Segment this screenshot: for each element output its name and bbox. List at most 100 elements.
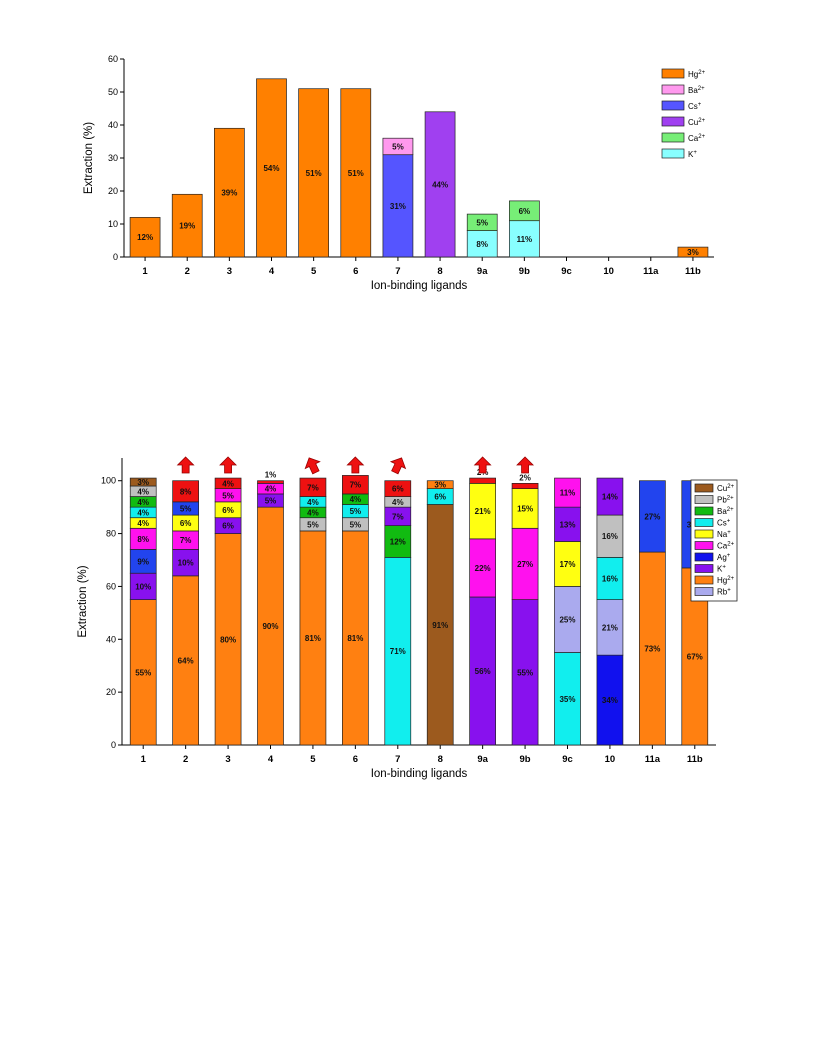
bar-segment: [509, 220, 540, 258]
data-label: 39%: [221, 189, 237, 198]
bar-segment: [639, 480, 666, 553]
y-tick-label: 80: [106, 529, 116, 539]
trend-arrow: [346, 456, 365, 474]
bar-segment: [677, 246, 709, 258]
bar-segment: [384, 525, 412, 558]
data-label: 4%: [265, 485, 277, 494]
bar-segment: [171, 193, 203, 258]
bar-segment: [554, 477, 581, 508]
y-axis-title: Extraction (%): [83, 122, 95, 194]
bar-segment: [596, 599, 624, 656]
bar-segment: [257, 506, 284, 746]
data-label: 1%: [265, 471, 277, 480]
bar-segment: [256, 78, 287, 258]
x-tick-label: 3: [225, 754, 230, 765]
x-tick-label: 11b: [685, 266, 701, 277]
data-label: 4%: [307, 508, 319, 517]
x-tick-label: 9b: [520, 754, 531, 765]
bar-segment: [511, 483, 539, 489]
bar-segment: [554, 586, 581, 653]
legend-swatch: [694, 506, 714, 516]
data-label: 6%: [222, 506, 234, 515]
x-tick-label: 1: [141, 754, 147, 765]
arrow-shape: [304, 457, 321, 475]
x-tick-label: 2: [185, 266, 190, 277]
bar-segment: [129, 599, 157, 746]
bar-segment: [129, 477, 157, 487]
bar-segment: [129, 572, 157, 600]
legend-swatch: [694, 495, 714, 504]
data-label: 3%: [434, 481, 446, 490]
legend-swatch: [694, 518, 714, 527]
data-label: 5%: [350, 520, 362, 529]
bar-segment: [596, 514, 624, 558]
legend-swatch: [694, 529, 714, 539]
bar-segment: [214, 533, 242, 746]
bar-segment: [511, 599, 539, 746]
y-tick-label: 60: [106, 581, 116, 591]
x-tick-label: 10: [603, 266, 614, 277]
data-label: 7%: [180, 536, 192, 545]
bar-segment: [342, 530, 369, 746]
bar-segment: [596, 557, 624, 600]
arrow-shape: [176, 456, 195, 474]
y-axis-title: Extraction (%): [77, 565, 89, 637]
data-label: 12%: [390, 538, 406, 547]
y-tick-label: 60: [108, 54, 118, 64]
data-label: 73%: [644, 645, 660, 654]
bar-segment: [172, 480, 199, 503]
bar-segment: [596, 477, 624, 516]
data-label: 5%: [392, 142, 404, 151]
data-label: 81%: [305, 634, 321, 643]
data-label: 3%: [137, 478, 149, 487]
x-tick-label: 1: [142, 266, 148, 277]
data-label: 10%: [135, 582, 151, 591]
bar-segment: [214, 477, 242, 489]
trend-arrow: [176, 456, 195, 474]
x-tick-label: 7: [395, 266, 400, 277]
data-label: 22%: [475, 564, 491, 573]
data-label: 8%: [476, 240, 488, 249]
x-tick-label: 7: [395, 754, 400, 765]
legend-swatch: [694, 575, 714, 585]
legend-swatch: [694, 564, 714, 573]
data-label: 5%: [350, 507, 362, 516]
data-label: 51%: [306, 169, 322, 178]
bar-segment: [426, 504, 454, 746]
data-label: 4%: [137, 487, 149, 496]
legend-label: K+: [717, 565, 726, 574]
data-label: 7%: [350, 481, 362, 490]
y-tick-label: 0: [113, 252, 118, 262]
data-label: 91%: [432, 621, 448, 630]
bar-segment: [554, 541, 581, 587]
legend-swatch: [661, 132, 685, 143]
arrow-shape: [219, 456, 238, 474]
data-label: 4%: [392, 498, 404, 507]
bar-segment: [340, 88, 372, 258]
trend-arrow: [304, 457, 321, 475]
data-label: 31%: [390, 202, 406, 211]
data-label: 90%: [262, 622, 278, 631]
bar-segment: [424, 111, 456, 258]
data-label: 14%: [602, 493, 618, 502]
trend-arrow: [219, 456, 238, 474]
bar-segment: [466, 230, 498, 258]
x-tick-label: 6: [353, 266, 358, 277]
data-label: 64%: [178, 656, 194, 665]
data-label: 6%: [222, 522, 234, 531]
data-label: 54%: [263, 164, 279, 173]
data-label: 2%: [519, 473, 531, 482]
data-label: 17%: [559, 560, 575, 569]
x-tick-label: 9a: [477, 266, 488, 277]
y-tick-label: 40: [106, 634, 116, 644]
y-tick-label: 20: [108, 186, 118, 196]
data-label: 11%: [560, 489, 576, 498]
data-label: 11%: [517, 235, 533, 244]
legend-swatch: [694, 483, 714, 493]
legend: Cu2+ Pb2+ Ba2+ Cs+ Na+ Ca2+ Ag+ K+ Hg2+ Rb+: [690, 479, 738, 602]
data-label: 7%: [392, 512, 404, 521]
data-label: 3%: [687, 248, 699, 257]
data-label: 6%: [519, 207, 531, 216]
y-tick-label: 100: [101, 476, 116, 486]
trend-arrow: [389, 457, 407, 475]
